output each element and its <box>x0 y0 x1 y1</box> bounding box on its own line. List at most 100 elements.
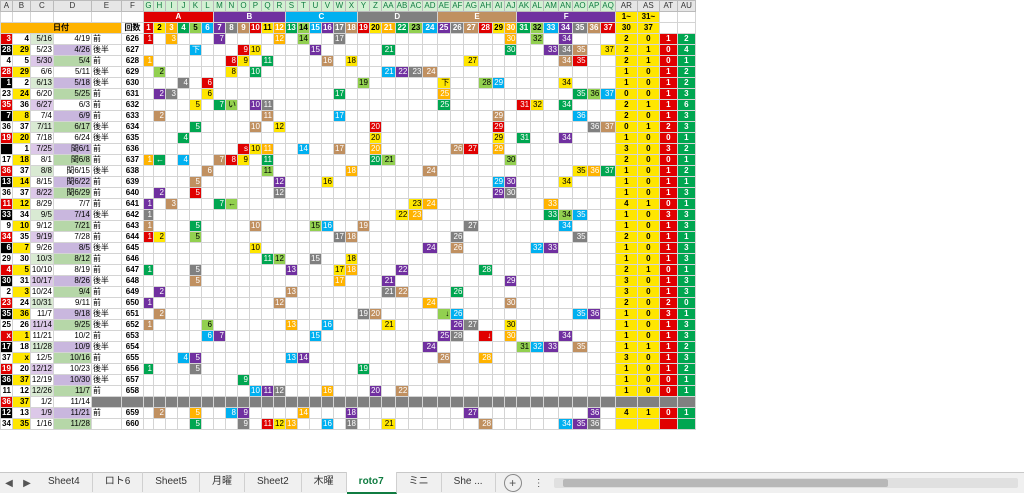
cell-num[interactable] <box>557 275 574 287</box>
cell-num[interactable] <box>530 44 544 56</box>
cell-num[interactable] <box>394 187 410 199</box>
cell-num[interactable] <box>516 264 532 276</box>
cell-num[interactable] <box>492 286 506 298</box>
column-header-D[interactable]: D <box>52 0 92 12</box>
cell-num[interactable] <box>248 187 262 199</box>
cell-num[interactable] <box>516 165 532 177</box>
cell-num[interactable] <box>142 352 154 364</box>
cell-date[interactable]: 6/20 <box>29 88 54 100</box>
cell-num[interactable] <box>600 253 616 265</box>
cell-num[interactable] <box>557 319 574 331</box>
cell-num[interactable] <box>600 66 616 78</box>
cell-num[interactable] <box>332 363 346 375</box>
cell-num[interactable] <box>142 165 154 177</box>
cell-num[interactable] <box>224 176 238 188</box>
cell-num[interactable] <box>296 253 310 265</box>
cell-num[interactable]: 13 <box>284 264 298 276</box>
cell-round[interactable]: 647 <box>120 264 144 276</box>
cell-num[interactable] <box>296 77 310 89</box>
cell-half[interactable]: 後半 <box>90 209 122 221</box>
cell-num[interactable] <box>308 143 322 155</box>
cell-num[interactable] <box>260 374 274 386</box>
cell-num[interactable] <box>394 154 410 166</box>
cell-stat[interactable]: 1 <box>658 253 678 265</box>
cell-num[interactable]: 16 <box>320 220 334 232</box>
cell-num[interactable] <box>248 33 262 45</box>
cell-num[interactable] <box>272 374 286 386</box>
cell-num[interactable] <box>200 55 214 67</box>
cell-lunar[interactable]: 6/3 <box>52 99 92 111</box>
cell-num[interactable] <box>200 220 214 232</box>
cell-num[interactable]: 9 <box>236 44 250 56</box>
cell-num[interactable] <box>284 44 298 56</box>
cell-num[interactable]: 30 <box>504 187 518 199</box>
cell-num[interactable]: 1 <box>142 363 154 375</box>
cell-num[interactable] <box>296 132 310 144</box>
cell-num[interactable]: 10 <box>248 121 262 133</box>
cell-num[interactable] <box>586 341 602 353</box>
cell-num[interactable] <box>450 88 465 100</box>
cell-num[interactable] <box>212 374 226 386</box>
cell-num[interactable] <box>516 77 532 89</box>
cell-num[interactable] <box>572 187 588 199</box>
cell-num[interactable] <box>332 330 346 342</box>
cell-num[interactable] <box>236 275 250 287</box>
cell-stat[interactable]: 0 <box>636 330 660 342</box>
cell-num[interactable] <box>492 165 506 177</box>
cell-num[interactable] <box>164 231 178 243</box>
cell-num[interactable] <box>296 374 310 386</box>
cell-num[interactable] <box>477 132 494 144</box>
cell-num[interactable] <box>142 187 154 199</box>
column-header-U[interactable]: U <box>308 0 322 12</box>
cell-num[interactable] <box>320 231 334 243</box>
cell-num[interactable] <box>450 198 465 210</box>
cell-num[interactable] <box>320 66 334 78</box>
cell-stat[interactable]: 1 <box>614 176 638 188</box>
cell-num[interactable] <box>224 352 238 364</box>
cell-stat[interactable]: 1 <box>676 132 696 144</box>
cell-stat[interactable]: 0 <box>636 385 660 397</box>
cell-num[interactable] <box>408 341 424 353</box>
cell-num[interactable] <box>463 154 479 166</box>
cell-num[interactable] <box>332 220 346 232</box>
cell-num[interactable] <box>516 88 532 100</box>
cell-a[interactable]: 7 <box>0 110 13 122</box>
cell-num[interactable] <box>530 187 544 199</box>
cell-num[interactable] <box>408 407 424 419</box>
cell-num[interactable] <box>530 286 544 298</box>
cell-num[interactable] <box>212 44 226 56</box>
cell-num[interactable] <box>212 308 226 320</box>
cell-num[interactable]: 36 <box>586 308 602 320</box>
cell-num[interactable]: 8 <box>224 154 238 166</box>
cell-num[interactable] <box>200 187 214 199</box>
cell-num[interactable] <box>308 33 322 45</box>
cell-num[interactable]: 37 <box>600 165 616 177</box>
cell-num[interactable] <box>394 176 410 188</box>
cell-num[interactable] <box>272 143 286 155</box>
cell-num[interactable] <box>176 275 190 287</box>
cell-num[interactable] <box>224 418 238 430</box>
sheet-tab-2[interactable]: Sheet5 <box>143 472 200 492</box>
cell-num[interactable] <box>212 231 226 243</box>
cell-num[interactable]: 19 <box>356 308 370 320</box>
cell-num[interactable] <box>308 418 322 430</box>
cell-b[interactable]: 10 <box>11 220 31 232</box>
cell-num[interactable] <box>368 77 382 89</box>
cell-a[interactable]: 11 <box>0 198 13 210</box>
cell-num[interactable] <box>436 231 452 243</box>
data-table[interactable]: A B C D E F G H I J K L M N O P Q R S T U V W X Y Z AA AB AC AD AE AF AG… <box>0 0 696 430</box>
cell-date[interactable]: 7/4 <box>29 110 54 122</box>
cell-num[interactable] <box>572 297 588 309</box>
cell-num[interactable]: 5 <box>188 352 202 364</box>
cell-a[interactable]: 11 <box>0 385 13 397</box>
cell-num[interactable] <box>260 132 274 144</box>
cell-num[interactable] <box>530 176 544 188</box>
cell-num[interactable] <box>477 275 494 287</box>
cell-num[interactable] <box>260 231 274 243</box>
cell-num[interactable] <box>408 110 424 122</box>
cell-a[interactable]: 34 <box>0 231 13 243</box>
cell-num[interactable] <box>557 88 574 100</box>
cell-num[interactable]: 18 <box>344 231 358 243</box>
cell-num[interactable]: 3 <box>164 33 178 45</box>
cell-num[interactable] <box>422 253 438 265</box>
